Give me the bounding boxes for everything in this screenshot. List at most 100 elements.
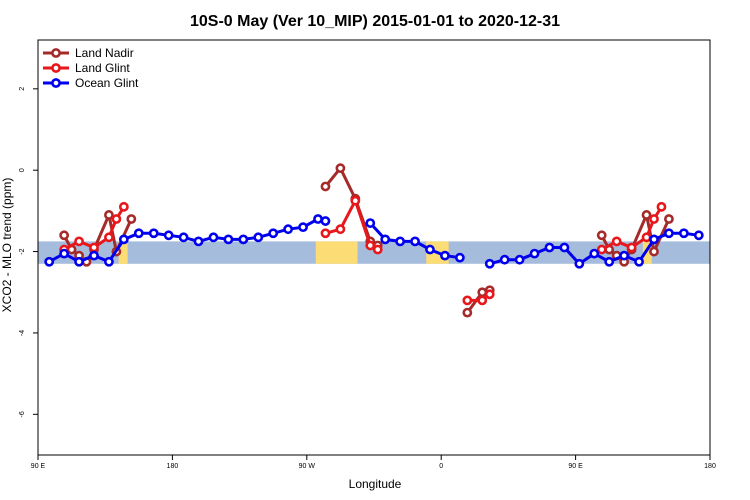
- data-point-2-0-12: [223, 234, 234, 245]
- series-land-nadir: [59, 163, 674, 318]
- series-ocean-glint: [44, 214, 704, 269]
- data-point-2-2-4: [544, 242, 555, 253]
- data-point-2-1-0: [365, 218, 376, 228]
- data-point-2-1-4: [425, 244, 435, 255]
- legend-label-2: Ocean Glint: [75, 76, 139, 90]
- data-point-1-0-5: [118, 201, 129, 212]
- data-point-1-3-3: [641, 232, 652, 243]
- data-point-1-0-2: [89, 242, 99, 253]
- data-point-2-0-4: [104, 256, 114, 267]
- data-point-0-0-0: [59, 230, 70, 241]
- x-axis-label: Longitude: [349, 477, 402, 491]
- data-point-2-0-6: [133, 228, 144, 239]
- land-span-3: [315, 241, 358, 264]
- data-point-1-2-0: [462, 295, 473, 306]
- y-tick-label-1: 0: [19, 168, 26, 172]
- data-point-1-1-2: [350, 195, 361, 206]
- data-point-0-0-5: [104, 210, 114, 220]
- data-point-1-3-0: [596, 244, 607, 255]
- data-point-2-2-1: [499, 254, 510, 265]
- data-point-2-2-8: [604, 256, 615, 267]
- data-point-2-0-14: [253, 232, 264, 243]
- legend-label-0: Land Nadir: [75, 46, 134, 60]
- data-point-2-0-16: [283, 224, 294, 235]
- data-point-2-0-11: [208, 232, 219, 243]
- y-axis-label: XCO2 - MLO trend (ppm): [0, 178, 14, 313]
- data-point-2-2-12: [664, 228, 674, 239]
- x-tick-label-4: 90 E: [568, 463, 583, 470]
- data-point-2-0-19: [320, 216, 331, 226]
- y-tick-label-2: -2: [19, 248, 26, 254]
- data-point-2-0-13: [238, 234, 249, 245]
- y-tick-label-3: -4: [19, 330, 26, 336]
- data-point-2-1-1: [380, 234, 391, 245]
- data-point-1-2-2: [484, 289, 495, 300]
- data-point-1-1-3: [365, 240, 376, 251]
- data-point-2-2-2: [514, 254, 525, 265]
- data-point-1-0-1: [74, 236, 84, 247]
- data-point-0-2-1: [477, 287, 488, 298]
- data-point-0-1-0: [320, 181, 331, 192]
- data-point-1-0-3: [104, 232, 114, 243]
- data-point-2-2-10: [634, 256, 644, 267]
- legend-marker-2: [51, 78, 61, 88]
- data-point-2-0-3: [89, 250, 99, 261]
- y-tick-label-4: -6: [19, 411, 26, 417]
- data-point-2-1-3: [410, 236, 420, 247]
- data-point-1-2-1: [477, 295, 488, 306]
- data-point-1-3-2: [626, 242, 637, 253]
- x-tick-label-3: 0: [439, 463, 443, 470]
- data-point-0-3-5: [641, 210, 652, 220]
- data-point-0-2-0: [462, 307, 473, 318]
- axes: 90 E 180 90 W 0 90 E 180 2 0 -2 -4 -6: [19, 87, 716, 470]
- data-point-2-0-17: [298, 222, 308, 233]
- plot-frame: [37, 39, 711, 456]
- chart-title: 10S-0 May (Ver 10_MIP) 2015-01-01 to 202…: [190, 13, 560, 30]
- data-point-2-2-13: [678, 228, 689, 239]
- data-point-2-2-0: [484, 258, 495, 269]
- data-point-2-2-5: [559, 242, 570, 253]
- data-point-2-0-0: [44, 256, 55, 267]
- data-point-2-2-3: [529, 248, 540, 259]
- data-point-2-2-7: [589, 248, 600, 259]
- data-point-2-0-8: [163, 230, 174, 241]
- legend-label-1: Land Glint: [75, 61, 130, 75]
- legend-marker-1: [51, 63, 61, 73]
- data-point-0-3-0: [596, 230, 607, 241]
- data-point-2-1-6: [454, 252, 465, 263]
- y-tick-label-0: 2: [19, 87, 26, 91]
- series-layer: [44, 163, 704, 318]
- data-point-2-1-2: [395, 236, 406, 247]
- data-point-1-1-0: [320, 228, 331, 239]
- data-point-2-0-7: [148, 228, 159, 239]
- data-point-1-1-1: [335, 224, 346, 235]
- x-tick-label-5: 180: [704, 463, 716, 470]
- data-point-1-3-4: [649, 214, 659, 224]
- data-point-2-1-5: [440, 250, 450, 261]
- data-point-0-0-7: [126, 214, 137, 224]
- data-point-2-0-10: [193, 236, 204, 247]
- data-point-0-3-7: [664, 214, 674, 224]
- data-point-0-1-1: [335, 163, 346, 174]
- data-point-2-0-2: [74, 256, 84, 267]
- land-span-2: [121, 241, 127, 264]
- data-point-2-0-1: [59, 248, 70, 259]
- data-point-1-1-4: [372, 244, 383, 255]
- data-point-2-2-6: [574, 258, 585, 269]
- x-tick-label-1: 180: [167, 463, 179, 470]
- data-point-2-0-15: [268, 228, 279, 239]
- data-point-1-3-1: [611, 236, 622, 247]
- x-tick-label-2: 90 W: [299, 463, 316, 470]
- land-span-5: [642, 241, 652, 264]
- data-point-2-0-5: [118, 234, 129, 245]
- data-point-2-0-9: [178, 232, 189, 243]
- data-point-2-0-18: [313, 214, 323, 224]
- data-point-2-2-9: [619, 250, 630, 261]
- data-point-1-0-4: [111, 214, 122, 224]
- data-point-0-3-6: [649, 246, 659, 257]
- data-point-2-2-14: [693, 230, 704, 241]
- data-point-1-3-5: [656, 201, 667, 212]
- legend-marker-0: [51, 48, 61, 58]
